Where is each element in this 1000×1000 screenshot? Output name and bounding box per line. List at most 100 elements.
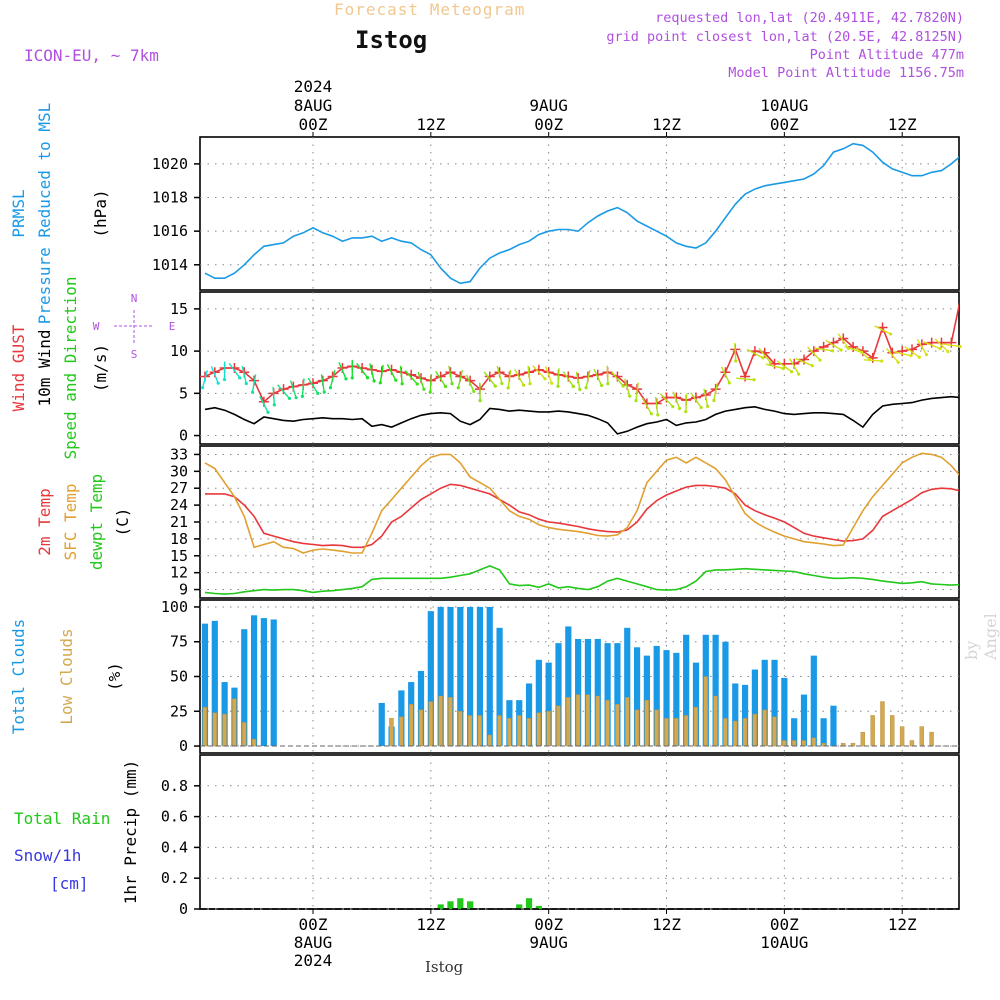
- low-cloud-bar: [232, 698, 237, 747]
- wind-arrow-head: [752, 378, 756, 382]
- low-cloud-bar: [811, 737, 816, 747]
- wind-arrow: [734, 342, 737, 361]
- wind-arrow-head: [272, 403, 276, 407]
- wind-arrow: [277, 384, 290, 399]
- wind-arrow: [289, 380, 297, 398]
- clouds-total-bar: [712, 634, 719, 747]
- wind-arrow-head: [415, 382, 419, 386]
- wind-arrow-head: [350, 376, 354, 380]
- wind-arrow: [272, 386, 276, 405]
- wind-arrow-head: [958, 344, 962, 349]
- wind-arrow: [814, 347, 833, 352]
- precip-ytick-label: 0.4: [161, 838, 188, 856]
- clouds-total-bar: [555, 643, 562, 747]
- clouds-total-bar: [201, 623, 209, 747]
- low-cloud-bar: [742, 718, 748, 747]
- top-time-label: 00Z: [299, 115, 328, 134]
- clouds-total-bar: [545, 662, 552, 747]
- wind-arrow: [320, 374, 325, 393]
- wind-arrow-head: [938, 346, 942, 351]
- low-cloud-bar: [909, 740, 915, 747]
- wind-arrow-head: [556, 384, 560, 388]
- top-time-label: 12Z: [652, 115, 681, 134]
- low-cloud-bar: [801, 740, 807, 747]
- clouds-total-bar: [486, 606, 493, 747]
- wind-arrow-head: [394, 378, 398, 382]
- wind-arrow-head: [238, 376, 242, 380]
- top-time-label: 2024: [294, 77, 333, 96]
- clouds-total-bar: [663, 650, 670, 747]
- wind-arrow: [399, 365, 403, 384]
- wind-arrow: [417, 371, 425, 390]
- wind-arrow-head: [797, 372, 801, 376]
- clouds-total-bar: [653, 645, 660, 747]
- low-cloud-bar: [664, 718, 669, 747]
- clouds-total-bar: [722, 641, 729, 747]
- wind-arrow-head: [810, 364, 814, 368]
- clouds-total-bar: [476, 606, 484, 747]
- temperature-ytick-label: 18: [170, 530, 188, 548]
- low-cloud-bar: [526, 718, 532, 747]
- wind-arrow: [210, 366, 219, 384]
- wind-arrow: [514, 369, 525, 386]
- wind-arrow: [386, 363, 397, 381]
- point-altitude: Point Altitude 477m: [809, 47, 964, 63]
- precip-total-bar: [437, 904, 444, 909]
- clouds-ytick-label: 0: [179, 737, 188, 755]
- low-cloud-bar: [467, 715, 473, 747]
- low-cloud-bar: [507, 718, 512, 747]
- panel-clouds: 0 25 50 75 100 Total Clouds Low Clouds (%): [9, 598, 960, 755]
- low-cloud-bar: [674, 718, 679, 747]
- clouds-total-bar: [614, 643, 621, 747]
- wind-arrow-head: [294, 396, 298, 400]
- wind-arrow: [448, 365, 453, 384]
- wind-arrow: [758, 347, 771, 363]
- gust-marker: [799, 354, 809, 365]
- wind-arrow-head: [506, 386, 510, 390]
- grid-point-coordinates: grid point closest lon,lat (20.5E, 42.81…: [606, 29, 964, 45]
- clouds-total-bar: [761, 659, 768, 747]
- wind-arrow: [329, 370, 336, 388]
- low-cloud-bar: [644, 699, 649, 747]
- wind-arrow: [795, 357, 813, 367]
- precip-total-bar: [447, 901, 454, 909]
- clouds-ytick-label: 100: [161, 598, 188, 616]
- wind-arrow-head: [839, 348, 843, 352]
- wind-arrow-head: [543, 377, 547, 381]
- footer-station: Istog: [425, 958, 464, 976]
- requested-coordinates: requested lon,lat (20.4911E, 42.7820N): [655, 10, 964, 26]
- clouds-total-bar: [575, 638, 582, 747]
- wind-arrow-head: [671, 404, 675, 409]
- wind-arrow: [654, 396, 659, 416]
- clouds-total-bar: [800, 694, 808, 747]
- wind-arrow: [934, 338, 949, 353]
- low-cloud-bar: [575, 694, 581, 747]
- wind-arrow-head: [768, 360, 772, 364]
- low-cloud-bar: [890, 715, 895, 747]
- wind-arrow: [228, 362, 241, 379]
- wind-arrow: [923, 341, 941, 350]
- low-cloud-bar: [546, 711, 551, 747]
- wind-arrow-head: [472, 389, 476, 394]
- wind-arrow: [307, 377, 319, 394]
- wind-arrow: [807, 346, 821, 361]
- wind-arrow-head: [677, 406, 682, 411]
- precip-total-bar: [535, 905, 542, 909]
- wind-arrow: [544, 366, 553, 384]
- wind-arrow-head: [244, 381, 248, 386]
- author-watermark: by Angel: [962, 613, 1000, 660]
- wind-arrow-head: [781, 366, 785, 371]
- wind-arrow: [496, 365, 503, 384]
- low-cloud-bar: [880, 701, 885, 747]
- clouds-total-bar: [741, 684, 749, 747]
- wind-arrow: [483, 371, 496, 387]
- pressure-ytick-label: 1016: [152, 222, 188, 240]
- wind-arrow: [855, 347, 871, 361]
- wind-arrow: [789, 358, 800, 375]
- top-time-label: 9AUG: [529, 96, 568, 115]
- panel-wind: 0 5 10 15 Wind GUST 10m Wind Speed and Directi…: [9, 276, 962, 460]
- wind-arrow-head: [621, 384, 625, 388]
- wind-arrow-head: [946, 349, 950, 354]
- wind-arrow-head: [706, 404, 710, 408]
- wind-arrow-head: [450, 382, 454, 386]
